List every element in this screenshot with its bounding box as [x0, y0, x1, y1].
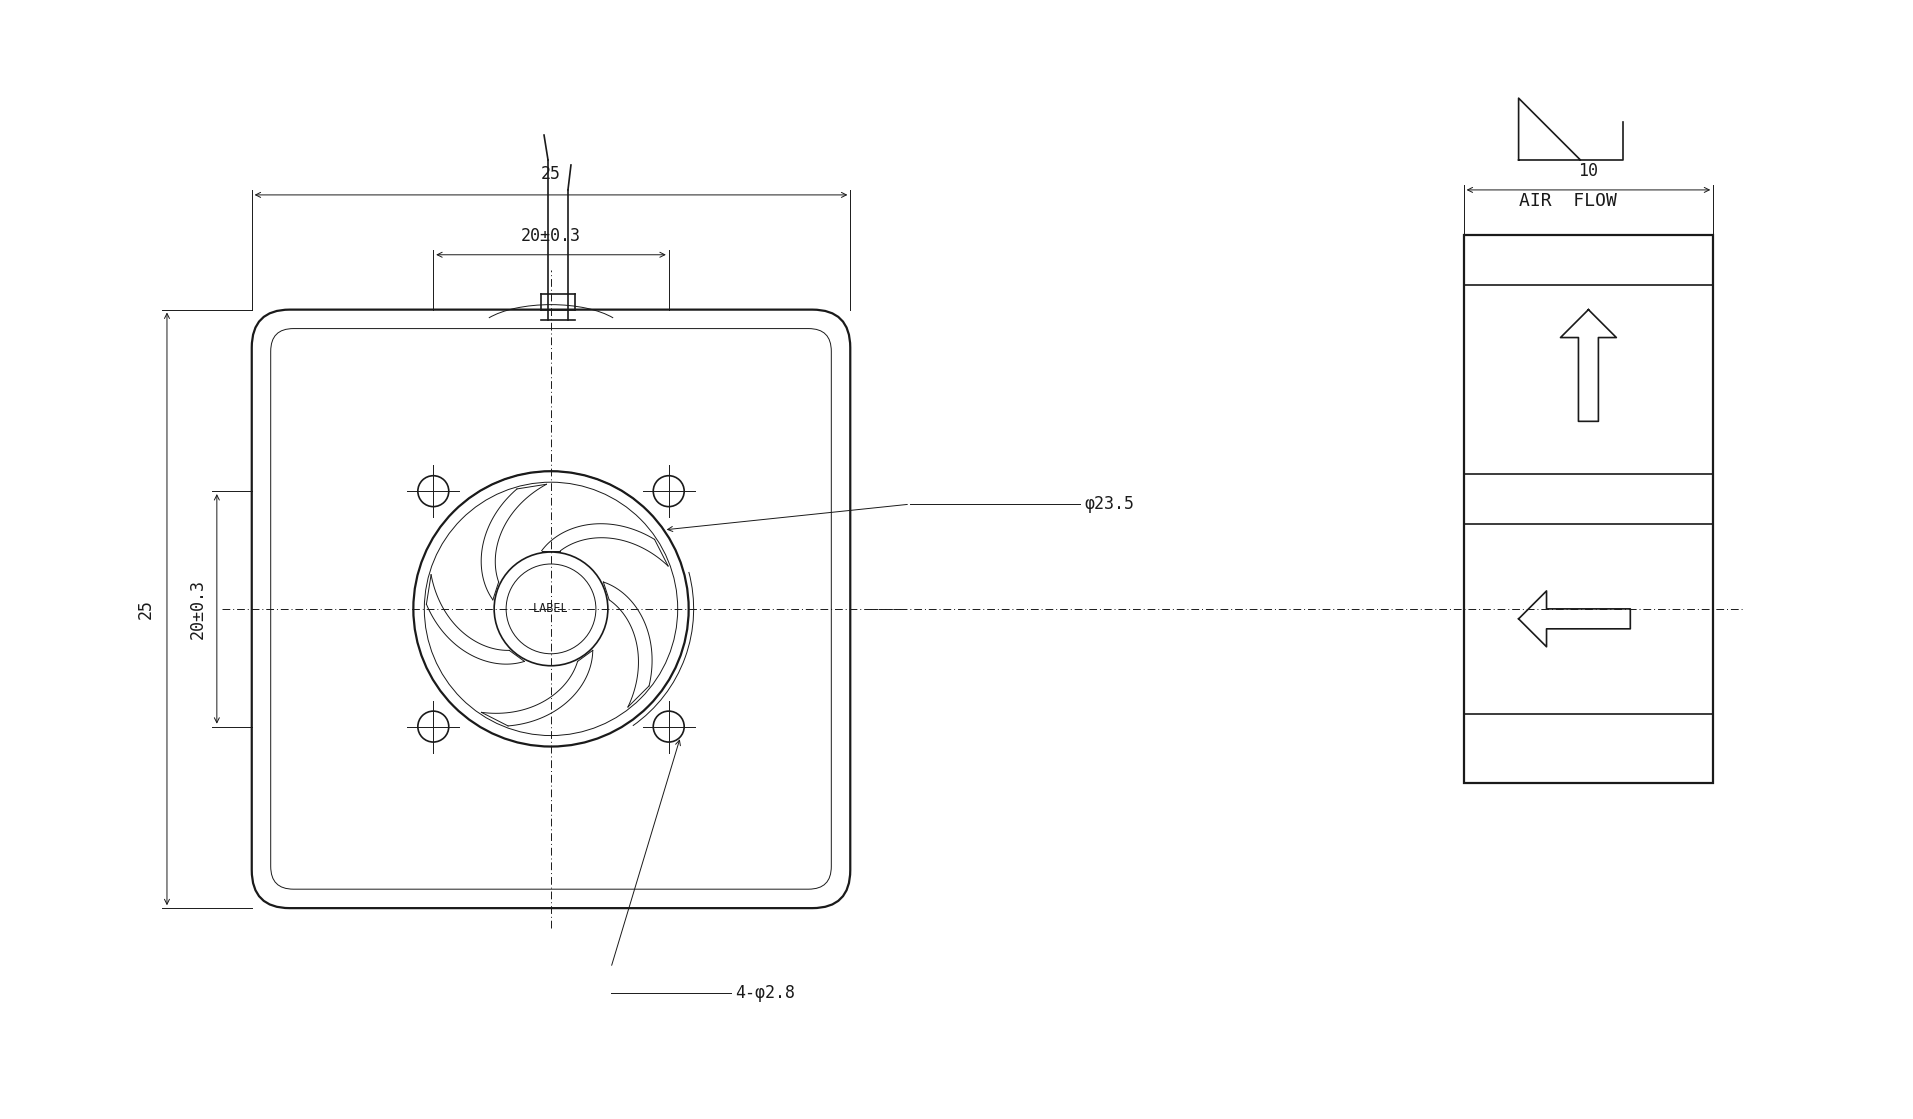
Text: 20±0.3: 20±0.3 [189, 579, 207, 639]
Text: LABEL: LABEL [534, 602, 568, 615]
Bar [1463, 235, 1714, 783]
Text: 25: 25 [541, 164, 561, 182]
Text: φ23.5: φ23.5 [1085, 495, 1134, 514]
Text: 20±0.3: 20±0.3 [520, 227, 582, 245]
Text: AIR  FLOW: AIR FLOW [1519, 192, 1616, 210]
Text: 10: 10 [1578, 162, 1599, 180]
Text: 4-φ2.8: 4-φ2.8 [737, 984, 796, 1002]
Text: 25: 25 [138, 599, 155, 619]
